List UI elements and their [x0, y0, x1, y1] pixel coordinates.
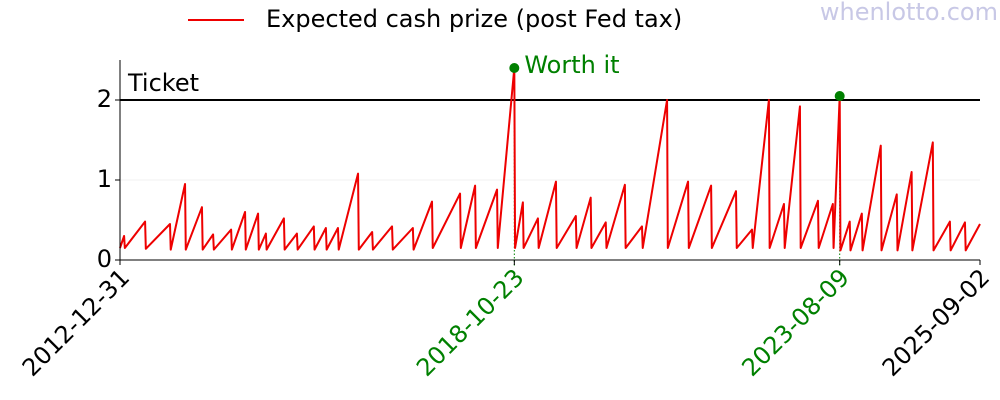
- annotation-marker: [834, 91, 845, 101]
- y-tick-label: 1: [97, 165, 112, 193]
- series-line: [119, 67, 981, 252]
- legend-label: Expected cash prize (post Fed tax): [266, 5, 682, 33]
- y-tick-label: 2: [97, 85, 112, 113]
- annotation-label: Worth it: [524, 51, 619, 79]
- watermark: whenlotto.com: [820, 0, 998, 26]
- x-tick-label: 2025-09-02: [877, 263, 995, 381]
- reference-label: Ticket: [127, 69, 199, 97]
- y-tick-label: 0: [97, 245, 112, 273]
- annotation-marker: [509, 63, 520, 73]
- x-tick-label: 2018-10-23: [411, 263, 529, 381]
- x-tick-label: 2012-12-31: [17, 263, 135, 381]
- x-tick-label: 2023-08-09: [736, 263, 854, 381]
